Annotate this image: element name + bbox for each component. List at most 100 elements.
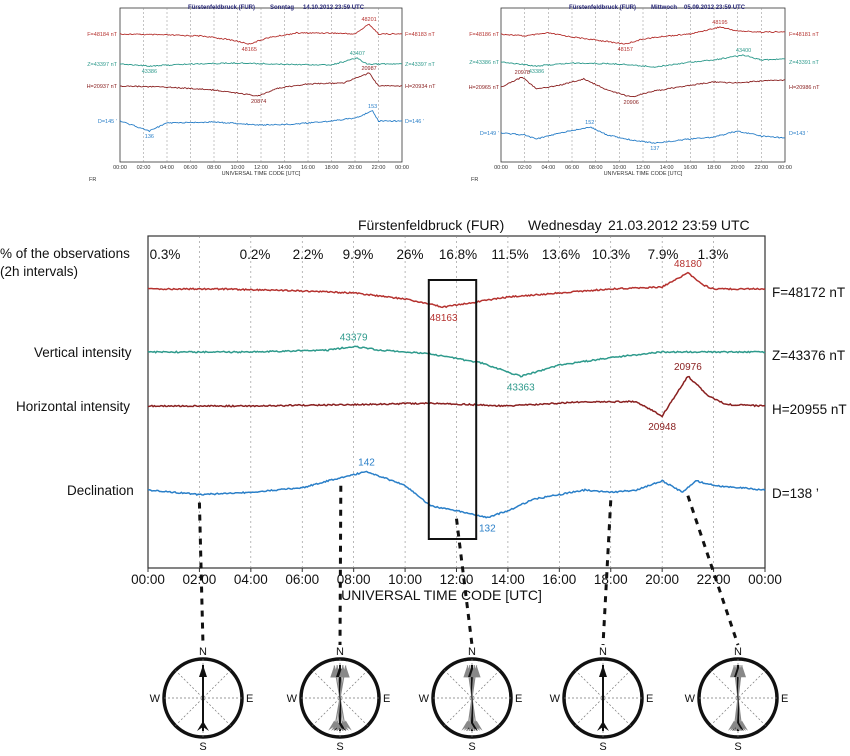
compass-label-w: W: [685, 693, 696, 705]
x-tick-label: 20:00: [645, 572, 679, 587]
x-tick-label: 06:00: [565, 165, 579, 171]
series-left-label: D=145 ’: [98, 119, 117, 125]
compass-label-w: W: [150, 693, 161, 705]
compass-label-n: N: [599, 646, 607, 658]
series-annotation: 43386: [529, 69, 544, 75]
series-annotation: 43363: [507, 382, 535, 393]
series-annotation: 137: [650, 146, 659, 152]
needle-tail: [197, 721, 209, 731]
series-name-label: Declination: [67, 483, 134, 498]
spread-arc: [730, 657, 746, 662]
chart-day: Wednesday: [528, 217, 602, 233]
compass-label-n: N: [199, 646, 207, 658]
needle-head: [599, 665, 607, 677]
x-tick-label: 16:00: [542, 572, 576, 587]
x-tick-label: 18:00: [594, 572, 628, 587]
compass-label-s: S: [199, 741, 206, 753]
series-line-F: [119, 23, 403, 45]
series-annotation: 43407: [350, 51, 365, 57]
observation-percent: 1.3%: [698, 247, 729, 262]
observation-percent: 7.9%: [648, 247, 679, 262]
series-line-Z: [119, 57, 403, 67]
x-tick-label: 14:00: [660, 165, 674, 171]
series-left-label: Z=43397 nT: [87, 62, 117, 68]
connector-line: [455, 518, 474, 646]
chart-datetime: 21.03.2012 23:59 UTC: [608, 217, 750, 233]
x-tick-label: 12:00: [254, 165, 268, 171]
series-line-Z: [147, 345, 766, 378]
series-annotation: 48180: [674, 259, 702, 270]
series-name-label: Vertical intensity: [34, 345, 132, 360]
x-tick-label: 00:00: [131, 572, 165, 587]
series-annotation: 132: [479, 524, 496, 535]
series-annotation: 136: [145, 134, 154, 140]
x-tick-label: 10:00: [612, 165, 626, 171]
series-annotation: 48157: [618, 47, 633, 53]
x-tick-label: 02:00: [137, 165, 151, 171]
x-tick-label: 02:00: [518, 165, 532, 171]
compass-label-s: S: [336, 741, 343, 753]
compass-label-n: N: [734, 646, 742, 658]
compass-label-e: E: [646, 693, 653, 705]
compass-label-s: S: [468, 741, 475, 753]
series-left-label: F=48184 nT: [87, 32, 117, 38]
series-right-label: D=138 ’: [772, 486, 819, 501]
series-right-label: Z=43391 nT: [789, 60, 819, 66]
observation-percent: 11.5%: [491, 247, 528, 262]
series-annotation: 142: [358, 458, 375, 469]
series-left-label: F=48186 nT: [469, 32, 499, 38]
x-tick-label: 14:00: [491, 572, 525, 587]
compass-label-w: W: [419, 693, 430, 705]
series-line-D: [500, 126, 786, 144]
small-magnetogram-right: Fürstenfeldbruck (FUR) Mittwoch 05.09.2012…: [469, 5, 821, 183]
series-line-H: [147, 375, 766, 418]
x-tick-label: 16:00: [301, 165, 315, 171]
chart-day: Sonntag: [270, 5, 294, 11]
series-left-label: H=20965 nT: [469, 85, 500, 91]
observations-label: % of the observations: [0, 246, 130, 261]
x-tick-label: 18:00: [325, 165, 339, 171]
x-tick-label: 00:00: [748, 572, 782, 587]
series-right-label: D=143 ’: [789, 131, 808, 137]
observation-percent: 26%: [396, 247, 423, 262]
chart-title: Fürstenfeldbruck (FUR): [188, 5, 255, 11]
series-annotation: 48163: [430, 313, 458, 324]
spread-arc: [332, 657, 348, 662]
needle-head: [738, 665, 747, 678]
x-tick-label: 02:00: [183, 572, 217, 587]
compass-label-e: E: [781, 693, 788, 705]
series-right-label: H=20986 nT: [789, 85, 820, 91]
needle-tail: [727, 720, 740, 731]
series-annotation: 43400: [736, 48, 751, 54]
compass-guide: [710, 670, 766, 726]
compass-guide: [175, 670, 231, 726]
series-annotation: 153: [368, 104, 377, 110]
x-axis-label: UNIVERSAL TIME CODE [UTC]: [604, 171, 683, 177]
series-right-label: F=48181 nT: [789, 32, 819, 38]
compass-label-e: E: [383, 693, 390, 705]
compass-guide: [444, 670, 500, 726]
compass-guide: [575, 670, 631, 726]
connector-line: [686, 495, 740, 646]
series-line-H: [120, 72, 403, 97]
connector-line: [338, 485, 343, 646]
observation-percent: 2.2%: [293, 247, 324, 262]
x-tick-label: 12:00: [636, 165, 650, 171]
footer-mark: FR: [89, 177, 96, 183]
series-annotation: 43386: [142, 69, 157, 75]
series-right-label: F=48183 nT: [405, 32, 435, 38]
needle-tail: [597, 721, 609, 731]
spread-arc: [464, 657, 480, 662]
series-line-F: [147, 271, 766, 309]
needle-tail: [461, 720, 474, 731]
compass-guide: [575, 670, 631, 726]
compass-label-s: S: [734, 741, 741, 753]
compass-guide: [312, 670, 368, 726]
x-tick-label: 00:00: [395, 165, 409, 171]
series-right-label: D=146 ’: [405, 119, 424, 125]
x-tick-label: 00:00: [113, 165, 127, 171]
series-right-label: H=20934 nT: [405, 84, 436, 90]
series-name-label: Horizontal intensity: [16, 399, 130, 414]
compass-label-e: E: [246, 693, 253, 705]
